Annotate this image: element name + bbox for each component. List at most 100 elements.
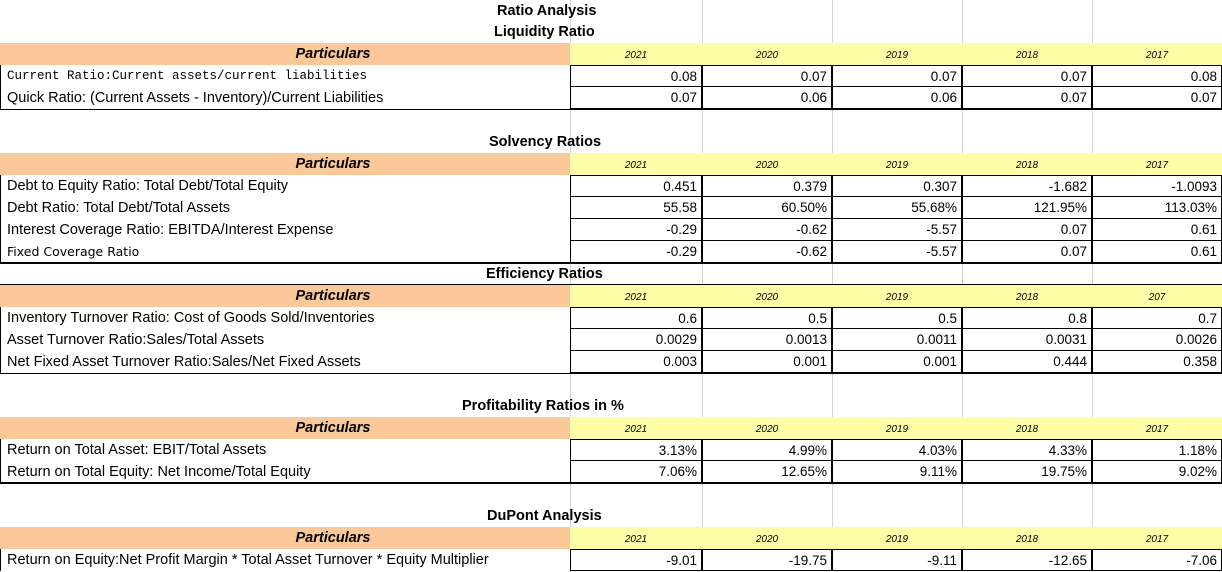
value-cell[interactable]: 0.08 <box>570 65 702 87</box>
year-header: 2019 <box>832 285 962 307</box>
value-cell[interactable]: 9.02% <box>1092 461 1222 483</box>
particulars-header: Particulars <box>0 153 570 175</box>
table-row: Return on Equity:Net Profit Margin * Tot… <box>0 549 1222 571</box>
value-cell[interactable]: 4.33% <box>962 439 1092 461</box>
value-cell[interactable]: 0.07 <box>832 65 962 87</box>
value-cell[interactable]: 0.0029 <box>570 329 702 351</box>
section-rule <box>0 482 1222 484</box>
section-title-row: Liquidity Ratio <box>0 21 1222 43</box>
row-label: Return on Equity:Net Profit Margin * Tot… <box>0 549 570 571</box>
value-cell[interactable]: 0.06 <box>832 87 962 109</box>
section-title-row: Profitability Ratios in % <box>0 395 1222 417</box>
solvency-header-row: Particulars 2021 2020 2019 2018 2017 <box>0 153 1222 175</box>
value-cell[interactable]: 0.001 <box>832 351 962 373</box>
value-cell[interactable]: 0.61 <box>1092 241 1222 263</box>
value-cell[interactable]: 0.8 <box>962 307 1092 329</box>
value-cell[interactable]: 0.0011 <box>832 329 962 351</box>
efficiency-header-row: Particulars 2021 2020 2019 2018 207 <box>0 285 1222 307</box>
value-cell[interactable]: 0.003 <box>570 351 702 373</box>
year-header: 2020 <box>702 417 832 439</box>
value-cell[interactable]: 0.07 <box>702 65 832 87</box>
value-cell[interactable]: 4.99% <box>702 439 832 461</box>
section-rule <box>0 284 1222 285</box>
value-cell[interactable]: 0.0026 <box>1092 329 1222 351</box>
value-cell[interactable]: -19.75 <box>702 549 832 571</box>
year-header: 2019 <box>832 153 962 175</box>
value-cell[interactable]: -0.29 <box>570 219 702 241</box>
value-cell[interactable]: 12.65% <box>702 461 832 483</box>
value-cell[interactable]: 1.18% <box>1092 439 1222 461</box>
year-header: 2017 <box>1092 43 1222 65</box>
profitability-title: Profitability Ratios in % <box>462 398 624 414</box>
table-row: Net Fixed Asset Turnover Ratio:Sales/Net… <box>0 351 1222 373</box>
value-cell[interactable]: 0.5 <box>832 307 962 329</box>
year-header: 2019 <box>832 417 962 439</box>
solvency-title: Solvency Ratios <box>489 134 602 150</box>
section-title-row: DuPont Analysis <box>0 505 1222 527</box>
value-cell[interactable]: 0.0013 <box>702 329 832 351</box>
value-cell[interactable]: 0.0031 <box>962 329 1092 351</box>
value-cell[interactable]: 121.95% <box>962 197 1092 219</box>
value-cell[interactable]: 0.07 <box>962 87 1092 109</box>
value-cell[interactable]: 0.61 <box>1092 219 1222 241</box>
year-header: 2021 <box>570 417 702 439</box>
value-cell[interactable]: -1.0093 <box>1092 175 1222 197</box>
value-cell[interactable]: 9.11% <box>832 461 962 483</box>
year-header: 2020 <box>702 43 832 65</box>
value-cell[interactable]: 19.75% <box>962 461 1092 483</box>
value-cell[interactable]: 7.06% <box>570 461 702 483</box>
value-cell[interactable]: 3.13% <box>570 439 702 461</box>
value-cell[interactable]: -5.57 <box>832 241 962 263</box>
value-cell[interactable]: 0.07 <box>570 87 702 109</box>
efficiency-title: Efficiency Ratios <box>486 266 603 282</box>
year-header: 2021 <box>570 43 702 65</box>
value-cell[interactable]: 55.58 <box>570 197 702 219</box>
value-cell[interactable]: -1.682 <box>962 175 1092 197</box>
value-cell[interactable]: 0.07 <box>1092 87 1222 109</box>
value-cell[interactable]: 0.06 <box>702 87 832 109</box>
value-cell[interactable]: 0.358 <box>1092 351 1222 373</box>
value-cell[interactable]: -12.65 <box>962 549 1092 571</box>
table-row: Quick Ratio: (Current Assets - Inventory… <box>0 87 1222 109</box>
value-cell[interactable]: 0.07 <box>962 219 1092 241</box>
table-row: Interest Coverage Ratio: EBITDA/Interest… <box>0 219 1222 241</box>
value-cell[interactable]: -0.62 <box>702 241 832 263</box>
row-label: Interest Coverage Ratio: EBITDA/Interest… <box>0 219 570 241</box>
value-cell[interactable]: 0.6 <box>570 307 702 329</box>
value-cell[interactable]: 4.03% <box>832 439 962 461</box>
value-cell[interactable]: 0.451 <box>570 175 702 197</box>
particulars-header: Particulars <box>0 285 570 307</box>
table-row: Current Ratio:Current assets/current lia… <box>0 65 1222 87</box>
row-label: Fixed Coverage Ratio <box>0 241 570 263</box>
value-cell[interactable]: -0.62 <box>702 219 832 241</box>
value-cell[interactable]: 0.001 <box>702 351 832 373</box>
value-cell[interactable]: 0.5 <box>702 307 832 329</box>
value-cell[interactable]: 0.07 <box>962 241 1092 263</box>
table-row: Inventory Turnover Ratio: Cost of Goods … <box>0 307 1222 329</box>
value-cell[interactable]: 55.68% <box>832 197 962 219</box>
value-cell[interactable]: 0.307 <box>832 175 962 197</box>
value-cell[interactable]: 0.444 <box>962 351 1092 373</box>
table-row: Return on Total Asset: EBIT/Total Assets… <box>0 439 1222 461</box>
year-header: 2021 <box>570 285 702 307</box>
row-border <box>0 373 1222 374</box>
particulars-header: Particulars <box>0 527 570 549</box>
value-cell[interactable]: 0.08 <box>1092 65 1222 87</box>
value-cell[interactable]: -9.01 <box>570 549 702 571</box>
value-cell[interactable]: -5.57 <box>832 219 962 241</box>
year-header: 2017 <box>1092 153 1222 175</box>
value-cell[interactable]: 60.50% <box>702 197 832 219</box>
value-cell[interactable]: -7.06 <box>1092 549 1222 571</box>
value-cell[interactable]: 0.07 <box>962 65 1092 87</box>
year-header: 207 <box>1092 285 1222 307</box>
row-label: Inventory Turnover Ratio: Cost of Goods … <box>0 307 570 329</box>
value-cell[interactable]: 113.03% <box>1092 197 1222 219</box>
value-cell[interactable]: -9.11 <box>832 549 962 571</box>
value-cell[interactable]: 0.379 <box>702 175 832 197</box>
row-border <box>0 109 1222 110</box>
value-cell[interactable]: -0.29 <box>570 241 702 263</box>
liquidity-header-row: Particulars 2021 2020 2019 2018 2017 <box>0 43 1222 65</box>
year-header: 2020 <box>702 285 832 307</box>
table-row: Debt to Equity Ratio: Total Debt/Total E… <box>0 175 1222 197</box>
value-cell[interactable]: 0.7 <box>1092 307 1222 329</box>
